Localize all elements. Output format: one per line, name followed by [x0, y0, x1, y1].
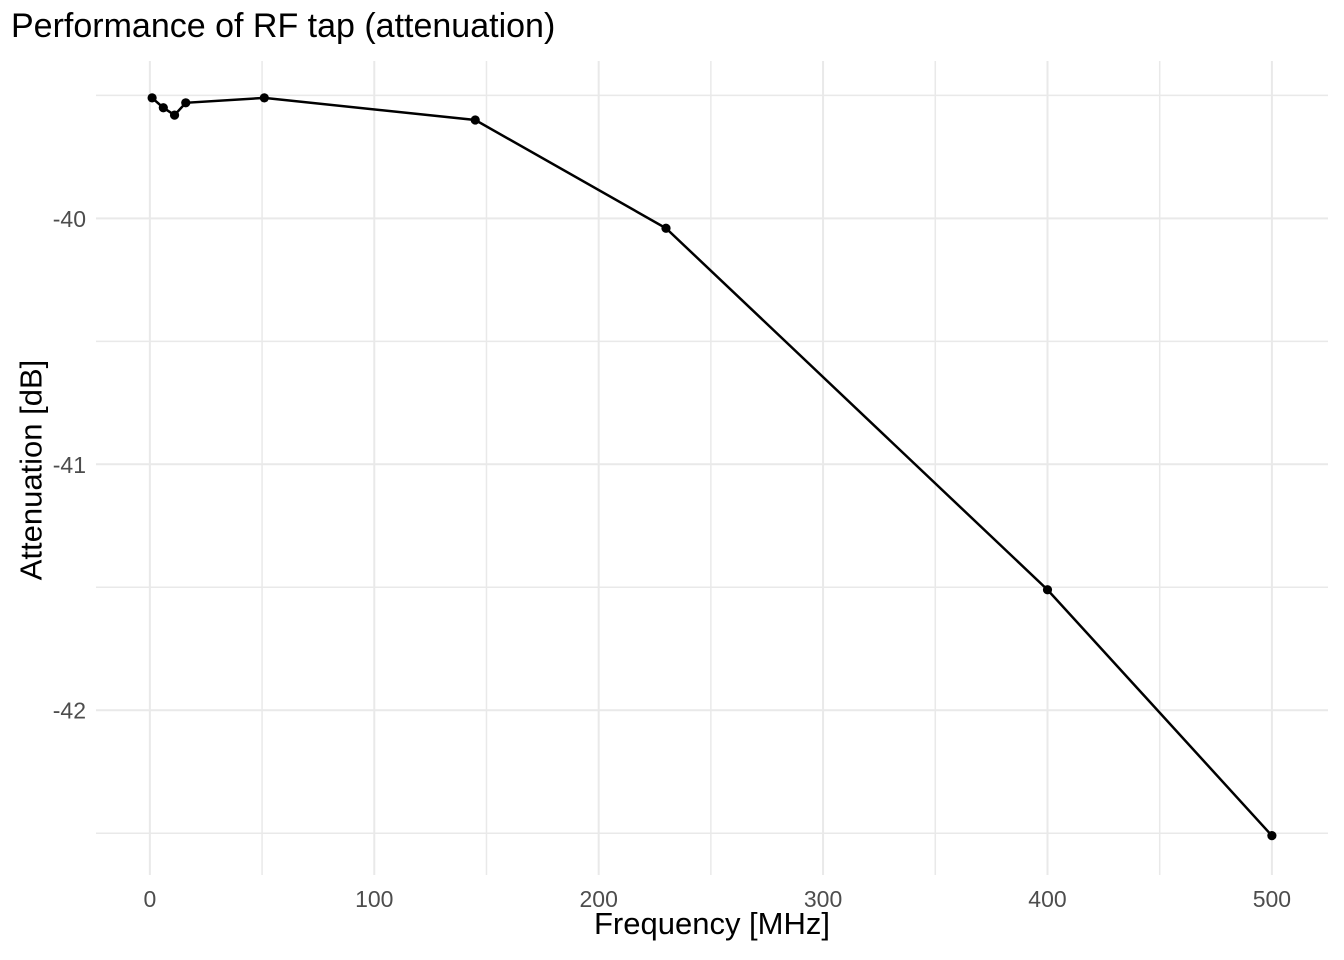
x-tick-label: 300	[804, 886, 842, 912]
x-tick-label: 400	[1028, 886, 1066, 912]
data-point	[661, 223, 671, 233]
y-axis-title: Attenuation [dB]	[13, 359, 49, 581]
x-tick-label: 0	[143, 886, 156, 912]
y-tick-label: -40	[53, 206, 86, 232]
data-point	[158, 103, 168, 113]
data-point	[1267, 831, 1277, 841]
data-point	[1042, 585, 1053, 595]
y-tick-label: -41	[53, 452, 86, 478]
x-tick-label: 200	[579, 886, 617, 912]
x-tick-label: 500	[1253, 886, 1291, 912]
x-tick-label: 100	[355, 886, 393, 912]
chart-title: Performance of RF tap (attenuation)	[11, 7, 556, 45]
data-point	[181, 98, 191, 108]
x-axis-title: Frequency [MHz]	[593, 906, 830, 941]
y-tick-label: -42	[53, 698, 86, 724]
data-point	[259, 93, 269, 103]
data-point	[169, 110, 180, 120]
data-line	[151, 96, 1273, 837]
data-point	[147, 93, 157, 103]
data-point	[470, 115, 480, 125]
